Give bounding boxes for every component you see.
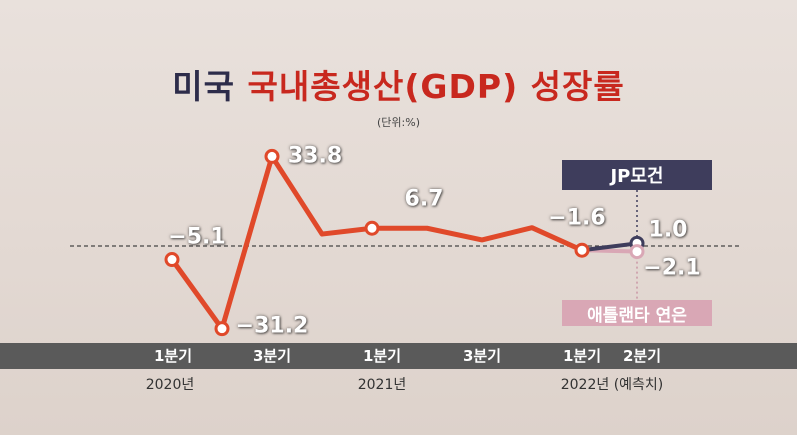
jpmorgan-series-line	[580, 241, 639, 253]
data-point-marker	[364, 220, 380, 236]
data-label: −5.1	[168, 224, 226, 250]
legend-jpmorgan: JP모건	[562, 160, 712, 190]
data-label: 1.0	[648, 217, 688, 243]
year-label: 2021년	[357, 377, 407, 393]
data-label: 6.7	[404, 186, 444, 212]
x-tick-label: 3분기	[252, 347, 292, 365]
title-country: 미국	[172, 67, 236, 106]
data-point-marker	[264, 148, 280, 164]
x-tick-label: 1분기	[362, 347, 402, 365]
x-tick-label: 3분기	[462, 347, 502, 365]
title-metric: 국내총생산(GDP) 성장률	[247, 67, 625, 106]
x-tick-label: 1분기	[562, 347, 602, 365]
year-label: 2022년 (예측치)	[560, 377, 664, 393]
legend-atlanta-fed: 애틀랜타 연은	[562, 300, 712, 326]
data-label: −1.6	[548, 205, 606, 231]
year-label: 2020년	[145, 377, 195, 393]
x-axis-bar	[0, 343, 797, 369]
atlanta-point-marker	[629, 244, 645, 260]
x-tick-label: 1분기	[153, 347, 193, 365]
x-tick-label: 2분기	[622, 347, 662, 365]
data-label: 33.8	[287, 143, 343, 169]
main-series-line	[169, 153, 585, 332]
data-label: −2.1	[643, 255, 701, 281]
data-point-marker	[164, 252, 180, 268]
chart-title: 미국 국내총생산(GDP) 성장률	[0, 60, 797, 108]
data-point-marker	[214, 321, 230, 337]
data-point-marker	[574, 242, 590, 258]
data-label: −31.2	[235, 313, 309, 339]
unit-label: (단위:%)	[377, 116, 420, 129]
